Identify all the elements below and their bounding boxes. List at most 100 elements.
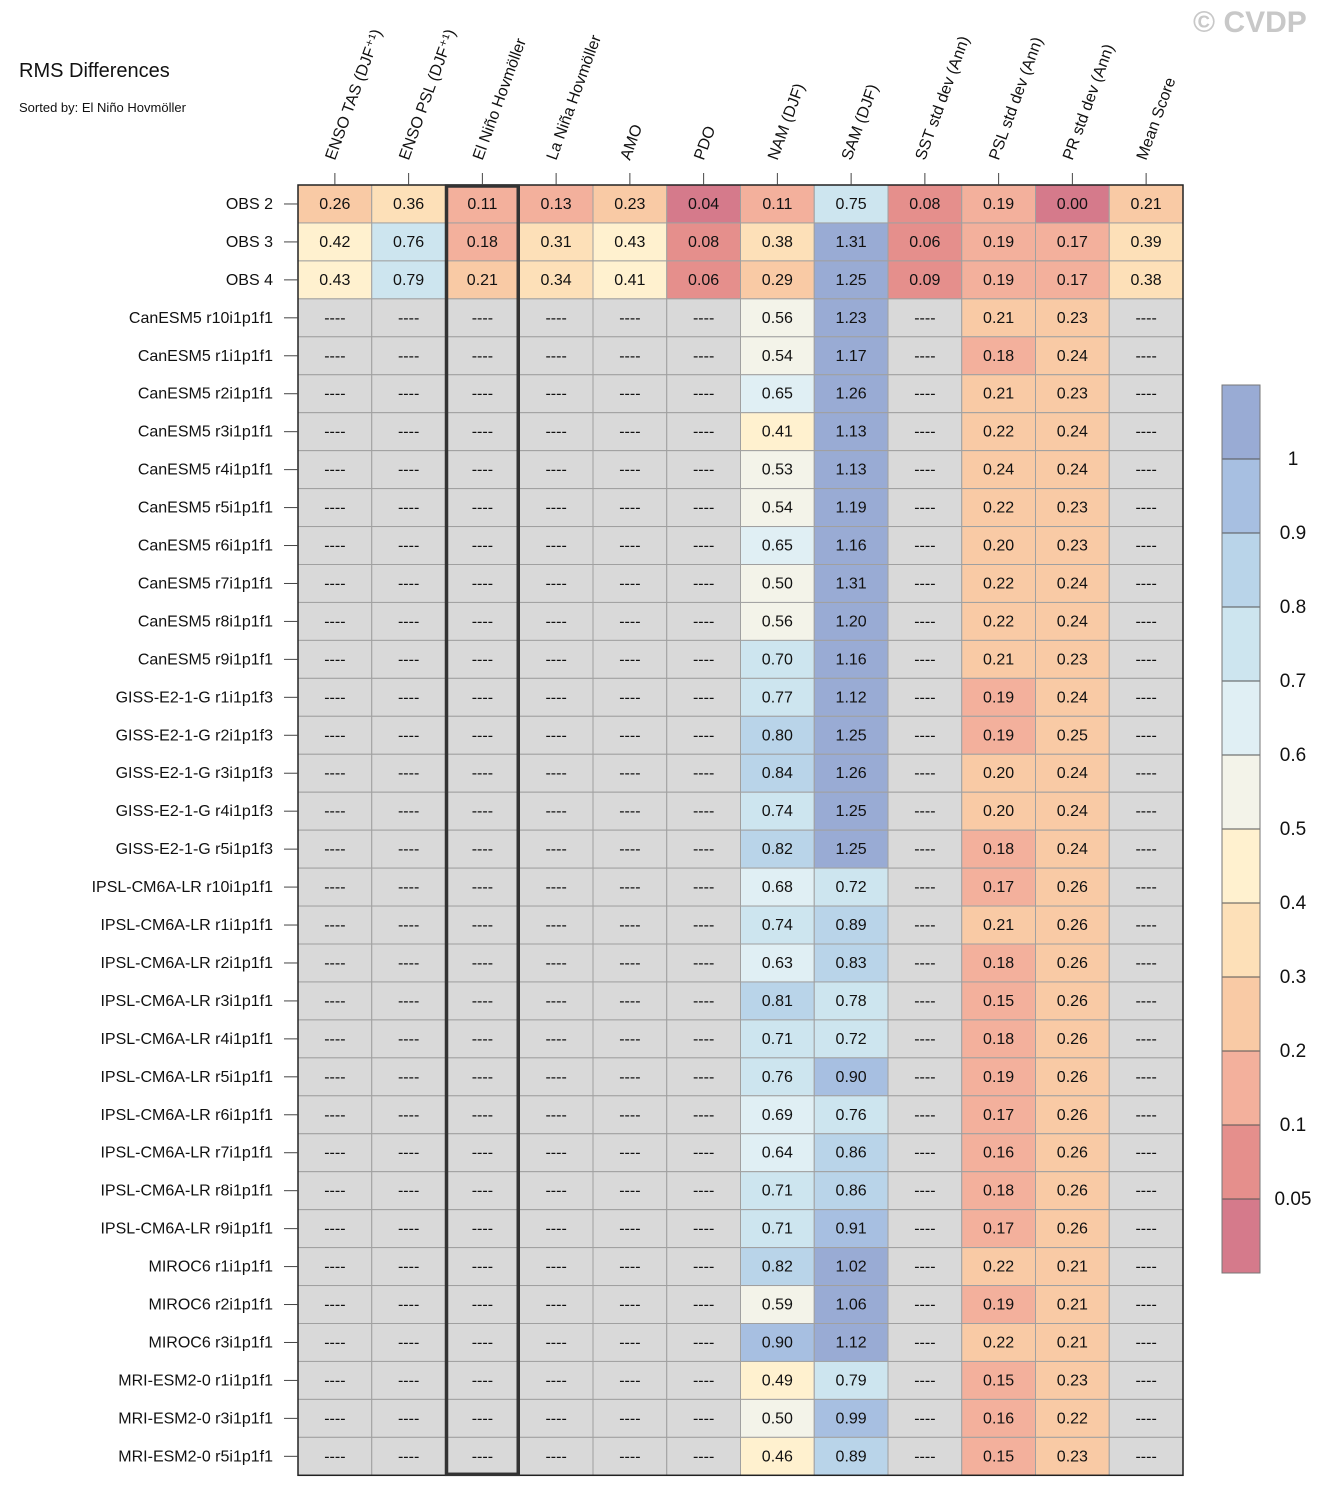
heatmap-cell (1035, 336, 1110, 376)
cell-label: ---- (1135, 1448, 1156, 1465)
heatmap-cell (592, 336, 668, 376)
heatmap-cell (1035, 1436, 1110, 1476)
cell-label: 0.90 (762, 1334, 793, 1351)
cell-label: 0.23 (614, 196, 645, 213)
heatmap-cell (813, 1360, 889, 1400)
heatmap-cell (445, 943, 520, 983)
cell-label: ---- (693, 575, 714, 592)
heatmap-cell (666, 753, 741, 793)
heatmap-cell (371, 753, 446, 793)
heatmap-cell (887, 1436, 963, 1476)
cell-label: ---- (693, 1448, 714, 1465)
cell-label: ---- (398, 424, 419, 441)
cell-label: 0.17 (983, 1221, 1014, 1238)
heatmap-cell (813, 791, 889, 831)
row-label: CanESM5 r3i1p1f1 (138, 424, 273, 441)
row-label: IPSL-CM6A-LR r1i1p1f1 (100, 917, 273, 934)
cell-label: ---- (619, 803, 640, 820)
cell-label: ---- (619, 1031, 640, 1048)
cell-label: ---- (1135, 538, 1156, 555)
cell-label: ---- (914, 1410, 935, 1427)
heatmap-cell (961, 222, 1036, 262)
cell-label: 0.42 (319, 234, 350, 251)
cell-label: 0.26 (1057, 955, 1088, 972)
cell-label: ---- (619, 386, 640, 403)
cell-label: 1.25 (836, 727, 867, 744)
heatmap-cell (592, 639, 668, 679)
cell-label: 0.59 (762, 1297, 793, 1314)
row-label: CanESM5 r1i1p1f1 (138, 348, 273, 365)
cell-label: ---- (914, 1221, 935, 1238)
cell-label: ---- (914, 1334, 935, 1351)
cell-label: 0.74 (762, 917, 793, 934)
column-label: SAM (DJF) (839, 82, 882, 162)
heatmap-cell (740, 677, 815, 717)
colorbar-segment (1222, 1051, 1260, 1125)
heatmap-cell (740, 526, 815, 565)
cell-label: 0.18 (983, 1183, 1014, 1200)
cell-label: ---- (693, 993, 714, 1010)
colorbar-segment (1222, 903, 1260, 977)
heatmap-cell (666, 336, 741, 376)
cell-label: ---- (324, 462, 345, 479)
heatmap-cell (371, 1360, 446, 1400)
heatmap-cell (592, 1171, 668, 1211)
heatmap-cell (371, 374, 446, 414)
cell-label: 1.25 (836, 841, 867, 858)
colorbar-segment (1222, 977, 1260, 1051)
cell-label: ---- (545, 575, 566, 592)
row-label: MIROC6 r1i1p1f1 (149, 1259, 274, 1276)
cell-label: ---- (398, 765, 419, 782)
cell-label: ---- (472, 765, 493, 782)
cell-label: ---- (693, 500, 714, 517)
heatmap-cell (518, 829, 594, 869)
heatmap-cell (740, 336, 815, 376)
row-label: GISS-E2-1-G r1i1p1f3 (116, 689, 274, 706)
cell-label: ---- (324, 1221, 345, 1238)
cell-label: 0.26 (1057, 1183, 1088, 1200)
cell-label: 0.43 (319, 272, 350, 289)
cell-label: 0.21 (983, 651, 1014, 668)
cell-label: 0.65 (762, 386, 793, 403)
cell-label: 0.16 (983, 1145, 1014, 1162)
heatmap-cell (666, 488, 741, 528)
heatmap-cell (371, 222, 446, 262)
cell-label: 1.25 (836, 803, 867, 820)
heatmap-cell (518, 715, 594, 755)
heatmap-cell (813, 222, 889, 262)
cell-label: ---- (545, 1259, 566, 1276)
cell-label: 0.11 (762, 196, 792, 213)
heatmap-cell (961, 677, 1036, 717)
cell-label: ---- (619, 1145, 640, 1162)
row-label: CanESM5 r6i1p1f1 (138, 538, 273, 555)
cell-label: ---- (914, 765, 935, 782)
cell-label: 0.13 (541, 196, 572, 213)
heatmap-cell (740, 715, 815, 755)
column-label: El Niño Hovmöller (470, 36, 530, 163)
heatmap-cell (666, 450, 741, 490)
heatmap-cell (1108, 564, 1184, 603)
heatmap-cell (592, 412, 668, 452)
heatmap-cell (1108, 1360, 1184, 1400)
cell-label: ---- (914, 1107, 935, 1124)
column-label: PSL std dev (Ann) (986, 35, 1046, 162)
cell-label: 0.63 (762, 955, 793, 972)
cell-label: ---- (619, 993, 640, 1010)
chart-title: RMS Differences (19, 60, 170, 82)
cell-label: ---- (693, 1221, 714, 1238)
row-label: GISS-E2-1-G r3i1p1f3 (116, 765, 274, 782)
cell-label: 0.70 (762, 651, 793, 668)
heatmap-cell (518, 488, 594, 528)
cell-label: ---- (398, 879, 419, 896)
column-label: NAM (DJF) (765, 81, 808, 162)
row-label: IPSL-CM6A-LR r6i1p1f1 (100, 1107, 273, 1124)
cell-label: ---- (619, 765, 640, 782)
cell-label: ---- (1135, 424, 1156, 441)
heatmap-cell (887, 1398, 963, 1438)
heatmap-cell (592, 867, 668, 907)
heatmap-cell (297, 829, 373, 869)
heatmap-cell (887, 526, 963, 565)
heatmap-cell (740, 298, 815, 338)
cell-label: ---- (324, 613, 345, 630)
heatmap-cell (666, 1323, 741, 1362)
